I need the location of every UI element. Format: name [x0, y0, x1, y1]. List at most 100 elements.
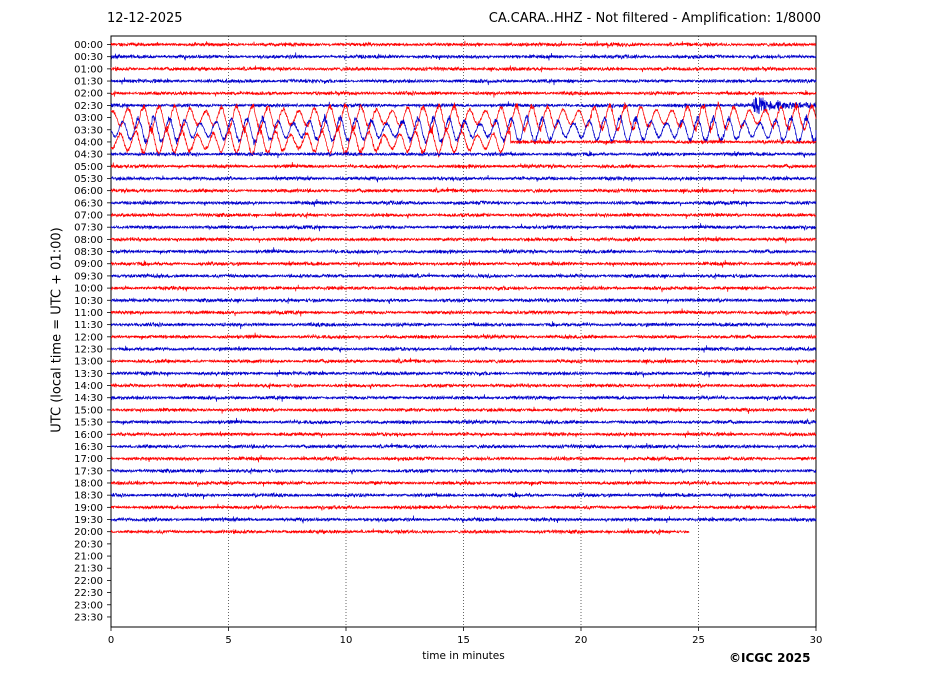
date-label: 12-12-2025 — [107, 11, 183, 26]
seismic-trace — [110, 97, 817, 115]
seismic-trace — [110, 417, 817, 426]
y-tick-label: 23:00 — [74, 600, 103, 611]
y-tick-label: 07:30 — [74, 223, 103, 234]
y-tick-label: 15:30 — [74, 418, 103, 429]
seismic-trace — [110, 430, 817, 438]
seismic-trace — [110, 308, 817, 317]
seismic-trace — [110, 406, 817, 414]
y-tick-label: 00:30 — [74, 52, 103, 63]
y-tick-label: 17:00 — [74, 454, 103, 465]
y-tick-label: 00:00 — [74, 40, 103, 51]
y-tick-label: 21:30 — [74, 564, 103, 575]
y-tick-label: 14:00 — [74, 381, 103, 392]
seismic-trace — [110, 150, 817, 159]
seismic-trace — [110, 186, 817, 194]
seismic-trace — [110, 454, 817, 463]
seismic-trace — [110, 357, 817, 365]
y-tick-label: 18:00 — [74, 478, 103, 489]
y-tick-label: 02:00 — [74, 89, 103, 100]
y-tick-label: 09:00 — [74, 259, 103, 270]
seismic-trace — [110, 296, 817, 304]
y-tick-label: 11:30 — [74, 320, 103, 331]
y-tick-label: 01:30 — [74, 77, 103, 88]
x-tick-label: 30 — [810, 635, 823, 646]
x-tick-label: 10 — [340, 635, 353, 646]
seismic-trace — [110, 284, 817, 293]
x-axis-label-wrap: time in minutes — [0, 650, 927, 662]
y-tick-label: 20:30 — [74, 539, 103, 550]
seismic-trace — [110, 247, 817, 255]
seismic-trace — [110, 321, 817, 330]
seismic-trace — [110, 394, 817, 402]
seismic-trace — [110, 503, 817, 511]
y-tick-label: 02:30 — [74, 101, 103, 112]
y-tick-label: 13:30 — [74, 369, 103, 380]
seismic-trace — [110, 528, 690, 536]
seismic-trace — [110, 478, 817, 488]
y-tick-label: 05:30 — [74, 174, 103, 185]
y-tick-label: 04:00 — [74, 137, 103, 148]
y-tick-label: 07:00 — [74, 211, 103, 222]
seismic-trace — [110, 77, 817, 86]
y-tick-label: 03:30 — [74, 125, 103, 136]
y-tick-label: 23:30 — [74, 612, 103, 623]
y-tick-label: 06:30 — [74, 198, 103, 209]
seismic-trace — [110, 125, 817, 158]
seismic-trace — [110, 65, 817, 73]
seismic-trace — [110, 369, 817, 378]
y-tick-label: 16:30 — [74, 442, 103, 453]
seismic-trace — [110, 113, 817, 146]
seismic-trace — [110, 89, 817, 98]
y-tick-label: 19:00 — [74, 503, 103, 514]
y-tick-label: 15:00 — [74, 405, 103, 416]
x-axis-label: time in minutes — [422, 650, 505, 662]
y-tick-label: 04:30 — [74, 150, 103, 161]
seismic-trace — [110, 382, 817, 390]
x-tick-label: 5 — [225, 635, 231, 646]
seismic-trace — [110, 211, 817, 219]
chart-title: CA.CARA..HHZ - Not filtered - Amplificat… — [488, 11, 821, 26]
y-tick-label: 13:00 — [74, 357, 103, 368]
y-axis-label: UTC (local time = UTC + 01:00) — [49, 227, 65, 433]
seismic-trace — [110, 162, 817, 170]
y-tick-label: 20:00 — [74, 527, 103, 538]
y-tick-label: 08:30 — [74, 247, 103, 258]
x-tick-label: 15 — [457, 635, 470, 646]
x-tick-label: 20 — [575, 635, 588, 646]
seismic-trace — [110, 223, 817, 232]
y-tick-label: 11:00 — [74, 308, 103, 319]
y-tick-label: 12:00 — [74, 332, 103, 343]
y-tick-label: 06:00 — [74, 186, 103, 197]
seismic-trace — [110, 332, 817, 341]
y-tick-label: 16:00 — [74, 430, 103, 441]
seismic-trace — [110, 40, 817, 49]
copyright: ©ICGC 2025 — [729, 651, 811, 665]
y-tick-label: 18:30 — [74, 491, 103, 502]
seismic-trace — [110, 467, 817, 475]
y-tick-label: 19:30 — [74, 515, 103, 526]
gridlines — [228, 36, 699, 627]
y-tick-label: 09:30 — [74, 271, 103, 282]
y-tick-label: 21:00 — [74, 552, 103, 563]
seismic-trace — [110, 491, 817, 500]
seismic-trace — [110, 198, 817, 207]
seismic-trace — [110, 272, 817, 280]
seismic-trace — [110, 259, 817, 268]
x-tick-label: 25 — [692, 635, 705, 646]
y-tick-label: 08:00 — [74, 235, 103, 246]
x-tick-label: 0 — [108, 635, 114, 646]
seismic-trace — [110, 236, 817, 244]
y-tick-label: 22:30 — [74, 588, 103, 599]
y-tick-label: 22:00 — [74, 576, 103, 587]
y-tick-label: 12:30 — [74, 345, 103, 356]
seismic-trace — [110, 345, 817, 353]
y-tick-label: 10:00 — [74, 284, 103, 295]
seismic-trace — [110, 515, 817, 524]
seismic-trace — [110, 52, 817, 61]
y-tick-label: 03:00 — [74, 113, 103, 124]
traces — [110, 40, 817, 536]
seismic-trace — [110, 442, 817, 450]
y-tick-label: 14:30 — [74, 393, 103, 404]
